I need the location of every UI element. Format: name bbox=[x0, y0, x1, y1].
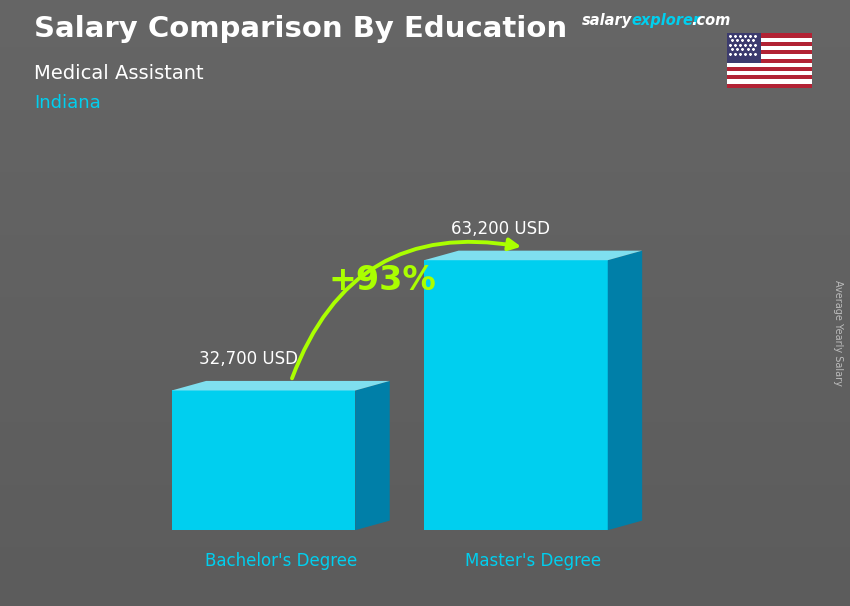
Polygon shape bbox=[424, 251, 643, 260]
Text: 63,200 USD: 63,200 USD bbox=[451, 220, 550, 238]
Bar bbox=[172, 390, 355, 530]
Text: salary: salary bbox=[582, 13, 632, 28]
Bar bbox=[727, 42, 812, 46]
Bar bbox=[727, 33, 761, 62]
Bar bbox=[727, 84, 812, 88]
Bar bbox=[727, 67, 812, 71]
Polygon shape bbox=[172, 381, 389, 390]
Text: Bachelor's Degree: Bachelor's Degree bbox=[205, 553, 357, 570]
Bar bbox=[727, 75, 812, 79]
Text: 32,700 USD: 32,700 USD bbox=[199, 350, 298, 368]
Text: Master's Degree: Master's Degree bbox=[465, 553, 601, 570]
Bar bbox=[727, 71, 812, 75]
Bar bbox=[424, 260, 608, 530]
Bar bbox=[727, 46, 812, 50]
Text: explorer: explorer bbox=[632, 13, 700, 28]
Text: .com: .com bbox=[691, 13, 730, 28]
Bar bbox=[727, 59, 812, 62]
Text: +93%: +93% bbox=[328, 264, 436, 297]
Bar bbox=[727, 38, 812, 42]
Bar bbox=[727, 50, 812, 55]
Polygon shape bbox=[608, 251, 643, 530]
Bar bbox=[727, 62, 812, 67]
Text: Medical Assistant: Medical Assistant bbox=[34, 64, 204, 82]
Polygon shape bbox=[355, 381, 389, 530]
Bar bbox=[727, 33, 812, 38]
Text: Salary Comparison By Education: Salary Comparison By Education bbox=[34, 15, 567, 43]
Text: Average Yearly Salary: Average Yearly Salary bbox=[833, 281, 843, 386]
Bar bbox=[727, 55, 812, 59]
Bar bbox=[727, 79, 812, 84]
Text: Indiana: Indiana bbox=[34, 94, 101, 112]
